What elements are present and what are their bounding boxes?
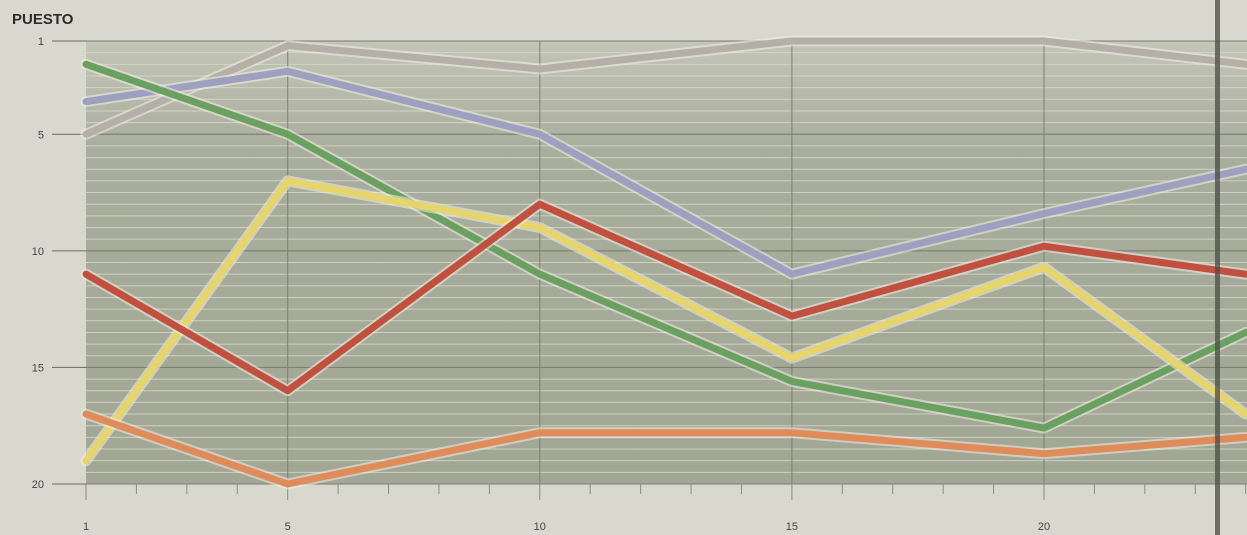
series-line-3 (82, 60, 1247, 432)
x-tick-label: 5 (285, 521, 291, 533)
series-line-6 (82, 410, 1247, 488)
series-line-1 (82, 37, 1247, 138)
x-axis: 1 5 10 15 20 (83, 483, 1247, 533)
series-line-2 (82, 67, 1247, 278)
x-tick-label: 20 (1038, 521, 1050, 533)
y-tick-label: 10 (32, 246, 44, 258)
y-tick-label: 20 (32, 479, 44, 491)
y-axis-title: PUESTO (12, 11, 74, 28)
page-fold-shadow (1215, 0, 1220, 535)
series-line-5 (82, 200, 1247, 395)
series-line-4 (82, 177, 1247, 465)
y-tick-label: 15 (32, 362, 44, 374)
x-tick-label: 1 (83, 521, 89, 533)
y-tick-label: 5 (38, 129, 44, 141)
x-tick-label: 10 (534, 521, 546, 533)
series-lines (80, 35, 1247, 490)
x-tick-label: 15 (786, 521, 798, 533)
y-tick-label: 1 (38, 36, 44, 48)
